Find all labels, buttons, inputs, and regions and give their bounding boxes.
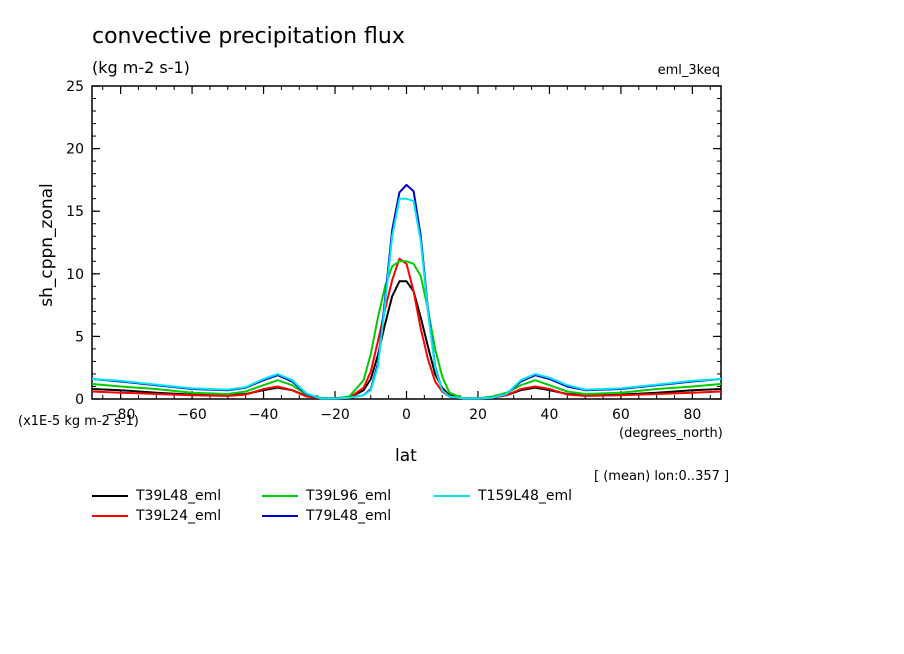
x-tick-label: 60 — [612, 407, 630, 423]
x-tick-label: −80 — [106, 407, 136, 423]
legend-swatch — [262, 495, 298, 497]
x-tick-label: −20 — [320, 407, 350, 423]
x-tick-label: 20 — [469, 407, 487, 423]
legend-label: T39L96_eml — [306, 488, 392, 504]
chart-units: (kg m-2 s-1) — [92, 58, 190, 77]
legend-item: T39L48_eml — [92, 488, 221, 504]
legend-swatch — [92, 515, 128, 517]
x-tick-label: −40 — [249, 407, 279, 423]
legend-label: T39L24_eml — [136, 508, 222, 524]
legend-swatch — [262, 515, 298, 517]
legend-swatch — [92, 495, 128, 497]
legend-label: T159L48_eml — [478, 488, 573, 504]
legend-item: T39L24_eml — [92, 508, 221, 524]
y-tick-label: 10 — [66, 267, 84, 283]
y-tick-label: 0 — [75, 392, 84, 408]
scale-note: (x1E-5 kg m-2 s-1) — [18, 414, 139, 429]
y-tick-label: 15 — [66, 204, 84, 220]
y-tick-label: 25 — [66, 79, 84, 95]
x-axis-unit: (degrees_north) — [619, 426, 723, 441]
legend-item: T159L48_eml — [434, 488, 572, 504]
averaging-note: [ (mean) lon:0..357 ] — [594, 469, 730, 484]
series-line-t39l96-eml — [91, 260, 722, 400]
series-line-t39l48-eml — [91, 280, 722, 400]
legend-item: T79L48_eml — [262, 508, 391, 524]
plot-frame — [91, 85, 722, 400]
chart-title: convective precipitation flux — [92, 24, 405, 49]
legend-label: T79L48_eml — [306, 508, 392, 524]
legend-swatch — [434, 495, 470, 497]
x-tick-label: −60 — [177, 407, 207, 423]
series-line-t79l48-eml — [91, 183, 722, 400]
y-tick-label: 5 — [75, 329, 84, 345]
legend-label: T39L48_eml — [136, 488, 222, 504]
legend-item: T39L96_eml — [262, 488, 391, 504]
y-tick-label: 20 — [66, 142, 84, 158]
series-line-t159l48-eml — [91, 197, 722, 400]
x-axis-label: lat — [395, 446, 417, 466]
x-tick-label: 80 — [683, 407, 701, 423]
series-line-t39l24-eml — [91, 257, 722, 400]
x-tick-label: 0 — [402, 407, 411, 423]
experiment-label: eml_3keq — [657, 63, 720, 78]
x-tick-label: 40 — [541, 407, 559, 423]
